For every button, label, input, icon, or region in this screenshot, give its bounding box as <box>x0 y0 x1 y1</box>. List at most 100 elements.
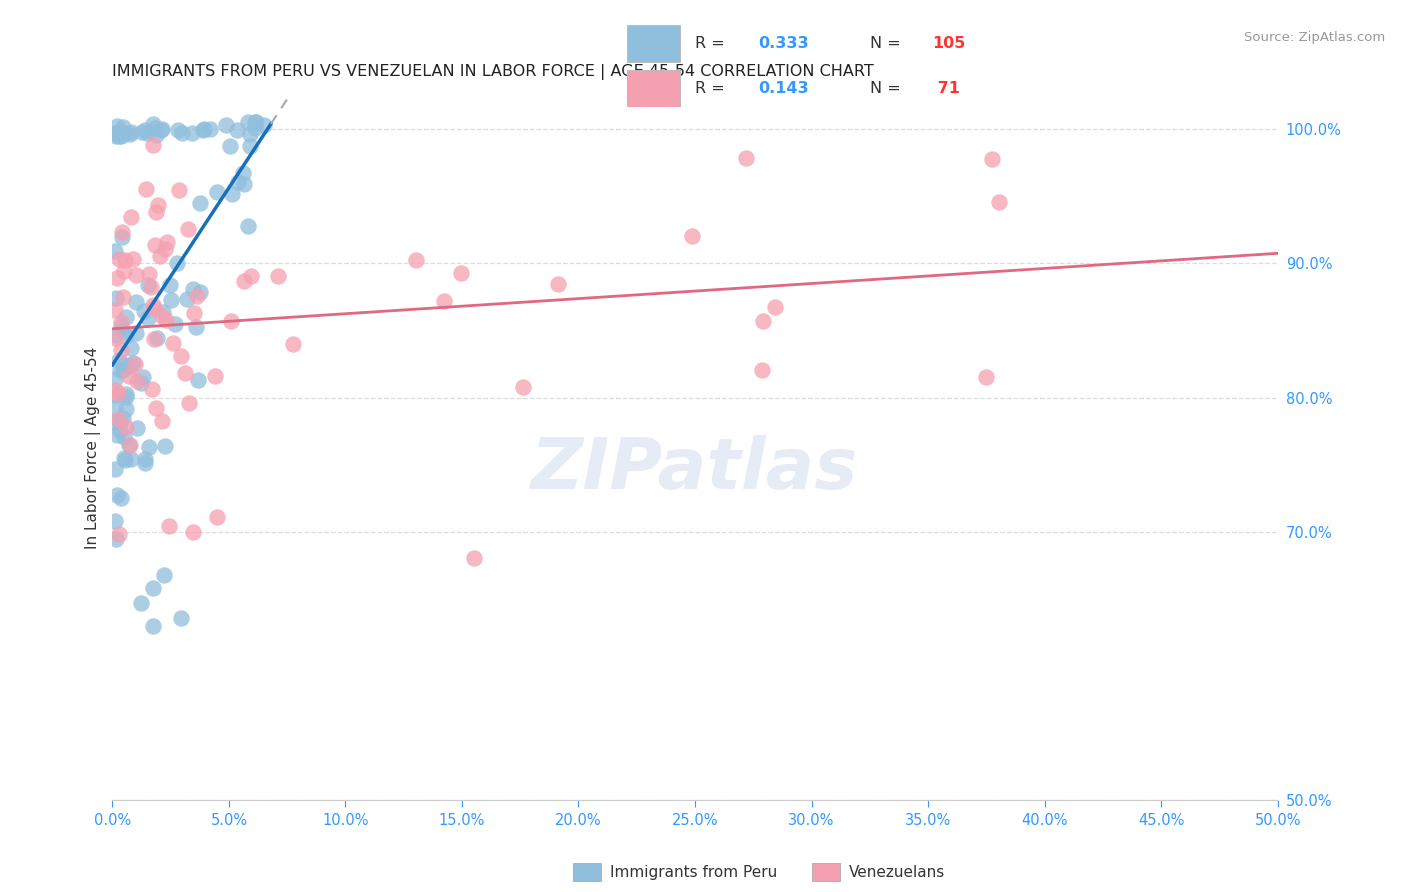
Point <box>281 337 304 351</box>
Point <box>188 285 211 300</box>
Point <box>108 252 131 266</box>
Point <box>132 370 155 384</box>
Point <box>104 462 127 476</box>
Point <box>111 411 134 425</box>
Point <box>267 269 290 284</box>
Point <box>159 277 181 292</box>
Text: N =: N = <box>870 36 900 51</box>
Point <box>115 419 138 434</box>
Point <box>118 127 141 141</box>
Point <box>124 268 146 282</box>
Point <box>125 295 148 310</box>
Point <box>104 515 127 529</box>
Point <box>233 178 256 192</box>
Point <box>136 311 159 326</box>
Point <box>138 267 160 281</box>
Point <box>107 385 129 400</box>
Point <box>125 326 148 340</box>
Point <box>104 331 127 345</box>
Point <box>433 294 456 309</box>
Point <box>226 175 249 189</box>
Point <box>104 128 127 143</box>
Text: Venezuelans: Venezuelans <box>848 865 945 880</box>
Point <box>143 120 166 135</box>
Point <box>181 524 204 539</box>
Point <box>114 126 136 140</box>
Point <box>142 581 165 595</box>
Point <box>142 332 165 346</box>
Point <box>107 412 129 426</box>
Point <box>157 519 180 533</box>
Point <box>167 183 190 197</box>
Point <box>142 619 165 633</box>
Point <box>125 421 148 435</box>
Point <box>463 550 485 565</box>
Point <box>142 301 165 315</box>
Point <box>976 370 998 384</box>
Point <box>141 382 163 396</box>
Point <box>136 277 159 292</box>
Point <box>104 126 127 140</box>
Point <box>129 376 152 391</box>
Point <box>218 139 240 153</box>
Point <box>110 225 132 239</box>
Point <box>150 122 173 136</box>
Text: R =: R = <box>695 36 725 51</box>
Point <box>121 125 143 139</box>
Point <box>110 319 132 334</box>
Point <box>142 137 165 152</box>
Point <box>108 363 131 377</box>
Point <box>450 266 472 280</box>
Point <box>405 252 427 267</box>
Point <box>110 315 132 329</box>
Text: ZIPatlas: ZIPatlas <box>531 434 859 504</box>
Point <box>187 373 209 387</box>
Point <box>150 123 173 137</box>
Point <box>156 235 179 250</box>
Point <box>110 343 132 358</box>
Point <box>112 358 135 372</box>
Point <box>115 329 138 343</box>
Point <box>181 282 204 296</box>
Point <box>108 352 131 367</box>
Point <box>239 139 262 153</box>
Point <box>104 383 127 397</box>
Text: 71: 71 <box>932 81 960 96</box>
Point <box>145 330 167 344</box>
Point <box>193 122 215 136</box>
Y-axis label: In Labor Force | Age 45-54: In Labor Force | Age 45-54 <box>86 347 101 549</box>
Point <box>134 456 156 470</box>
Point <box>104 372 127 386</box>
Point <box>153 439 176 453</box>
Point <box>172 126 194 140</box>
Point <box>166 255 188 269</box>
Point <box>111 290 134 304</box>
Point <box>110 491 132 505</box>
Point <box>145 205 167 219</box>
Point <box>115 401 138 416</box>
Point <box>149 249 172 263</box>
Point <box>170 349 193 363</box>
Point <box>236 115 259 129</box>
Point <box>104 244 127 258</box>
Bar <box>627 70 681 107</box>
Point <box>981 152 1004 166</box>
Point <box>191 123 214 137</box>
Point <box>735 151 758 165</box>
Point <box>108 125 131 139</box>
Point <box>134 452 156 467</box>
Point <box>180 126 202 140</box>
Point <box>165 317 187 331</box>
Point <box>108 415 131 429</box>
Point <box>112 450 135 465</box>
Point <box>115 390 138 404</box>
Point <box>215 118 238 132</box>
Text: IMMIGRANTS FROM PERU VS VENEZUELAN IN LABOR FORCE | AGE 45-54 CORRELATION CHART: IMMIGRANTS FROM PERU VS VENEZUELAN IN LA… <box>112 64 875 80</box>
Point <box>152 305 174 319</box>
Point <box>205 185 228 199</box>
Point <box>245 115 267 129</box>
Point <box>120 359 142 373</box>
Point <box>111 324 134 338</box>
Point <box>150 309 173 323</box>
Text: Source: ZipAtlas.com: Source: ZipAtlas.com <box>1244 31 1385 45</box>
